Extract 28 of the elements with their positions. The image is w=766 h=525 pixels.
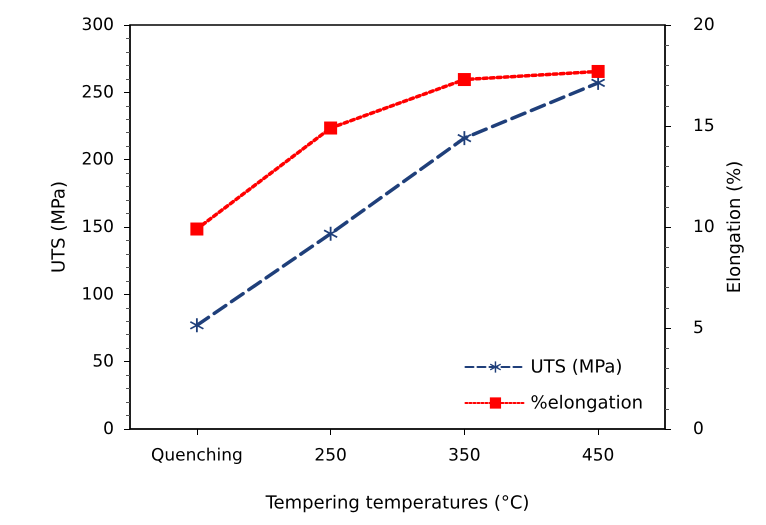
point bbox=[190, 222, 204, 236]
point bbox=[457, 131, 472, 146]
point bbox=[190, 318, 204, 332]
y-tick-label: 300 bbox=[82, 15, 114, 35]
point bbox=[324, 226, 338, 241]
legend-label: UTS (MPa) bbox=[530, 356, 622, 378]
y2-axis-title: Elongation (%) bbox=[724, 160, 746, 294]
y-tick-label: 200 bbox=[82, 150, 114, 170]
y2-tick-label: 10 bbox=[693, 217, 715, 237]
point bbox=[324, 122, 338, 135]
y-axis-title: UTS (MPa) bbox=[48, 181, 70, 273]
y2-tick-label: 5 bbox=[693, 318, 704, 338]
y-tick-label: 50 bbox=[92, 352, 114, 372]
x-tick-label: Quenching bbox=[150, 446, 243, 466]
y2-tick-label: 15 bbox=[693, 116, 715, 136]
x-tick-label: 350 bbox=[448, 446, 481, 466]
point bbox=[592, 64, 605, 78]
y-tick-label: 0 bbox=[103, 419, 114, 439]
x-tick-label: 250 bbox=[314, 446, 347, 466]
y-tick-label: 250 bbox=[82, 82, 114, 102]
x-tick-label: 450 bbox=[582, 446, 614, 466]
y-tick-label: 100 bbox=[82, 284, 114, 304]
legend-label: %elongation bbox=[530, 392, 644, 414]
point bbox=[458, 73, 471, 86]
y2-tick-label: 20 bbox=[693, 15, 715, 35]
x-axis-title: Tempering temperatures (°C) bbox=[264, 492, 530, 514]
y-tick-label: 150 bbox=[82, 217, 114, 237]
y2-tick-label: 0 bbox=[693, 419, 704, 439]
